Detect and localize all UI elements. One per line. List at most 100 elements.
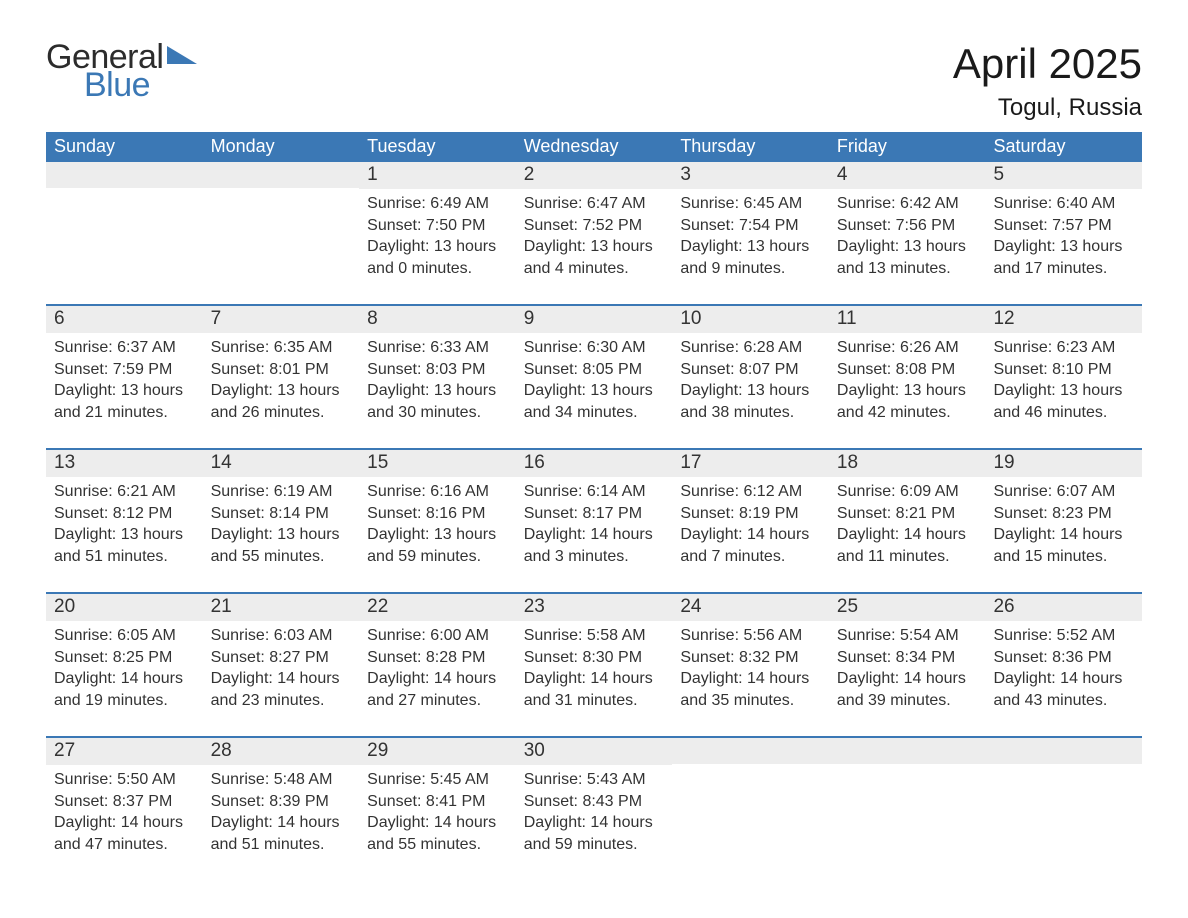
day-body: Sunrise: 6:00 AMSunset: 8:28 PMDaylight:…	[359, 621, 516, 719]
calendar-day: 6Sunrise: 6:37 AMSunset: 7:59 PMDaylight…	[46, 306, 203, 448]
day-body: Sunrise: 6:23 AMSunset: 8:10 PMDaylight:…	[985, 333, 1142, 431]
day-number: 26	[993, 596, 1014, 617]
dow-wednesday: Wednesday	[516, 132, 673, 162]
day-number: 12	[993, 308, 1014, 329]
sunset-text: Sunset: 8:21 PM	[837, 503, 978, 525]
daylight-line2: and 13 minutes.	[837, 258, 978, 280]
day-number: 18	[837, 452, 858, 473]
calendar-day: 7Sunrise: 6:35 AMSunset: 8:01 PMDaylight…	[203, 306, 360, 448]
sunset-text: Sunset: 8:17 PM	[524, 503, 665, 525]
daylight-line2: and 11 minutes.	[837, 546, 978, 568]
day-body: Sunrise: 5:48 AMSunset: 8:39 PMDaylight:…	[203, 765, 360, 863]
calendar-day: 18Sunrise: 6:09 AMSunset: 8:21 PMDayligh…	[829, 450, 986, 592]
day-number: 30	[524, 740, 545, 761]
calendar-day	[46, 162, 203, 304]
daylight-line2: and 59 minutes.	[524, 834, 665, 856]
day-number: 22	[367, 596, 388, 617]
calendar-day: 30Sunrise: 5:43 AMSunset: 8:43 PMDayligh…	[516, 738, 673, 880]
day-number-bar	[985, 738, 1142, 764]
day-number-bar: 12	[985, 306, 1142, 333]
day-number: 24	[680, 596, 701, 617]
sunset-text: Sunset: 7:56 PM	[837, 215, 978, 237]
day-number: 25	[837, 596, 858, 617]
day-number-bar	[46, 162, 203, 188]
day-number-bar: 20	[46, 594, 203, 621]
daylight-line1: Daylight: 14 hours	[993, 524, 1134, 546]
daylight-line2: and 51 minutes.	[54, 546, 195, 568]
day-body: Sunrise: 6:07 AMSunset: 8:23 PMDaylight:…	[985, 477, 1142, 575]
sunset-text: Sunset: 8:32 PM	[680, 647, 821, 669]
sunset-text: Sunset: 8:43 PM	[524, 791, 665, 813]
day-body: Sunrise: 6:28 AMSunset: 8:07 PMDaylight:…	[672, 333, 829, 431]
daylight-line2: and 21 minutes.	[54, 402, 195, 424]
daylight-line2: and 46 minutes.	[993, 402, 1134, 424]
daylight-line1: Daylight: 14 hours	[524, 524, 665, 546]
calendar-day: 24Sunrise: 5:56 AMSunset: 8:32 PMDayligh…	[672, 594, 829, 736]
sunrise-text: Sunrise: 6:40 AM	[993, 193, 1134, 215]
sunrise-text: Sunrise: 6:05 AM	[54, 625, 195, 647]
day-body: Sunrise: 6:40 AMSunset: 7:57 PMDaylight:…	[985, 189, 1142, 287]
calendar-day	[672, 738, 829, 880]
day-body: Sunrise: 6:35 AMSunset: 8:01 PMDaylight:…	[203, 333, 360, 431]
calendar-day: 11Sunrise: 6:26 AMSunset: 8:08 PMDayligh…	[829, 306, 986, 448]
day-number-bar: 29	[359, 738, 516, 765]
day-number-bar: 26	[985, 594, 1142, 621]
day-number-bar	[672, 738, 829, 764]
daylight-line2: and 31 minutes.	[524, 690, 665, 712]
day-number: 20	[54, 596, 75, 617]
daylight-line1: Daylight: 14 hours	[211, 812, 352, 834]
sunset-text: Sunset: 8:12 PM	[54, 503, 195, 525]
daylight-line2: and 34 minutes.	[524, 402, 665, 424]
sunrise-text: Sunrise: 6:28 AM	[680, 337, 821, 359]
daylight-line1: Daylight: 14 hours	[837, 668, 978, 690]
sunset-text: Sunset: 7:50 PM	[367, 215, 508, 237]
day-number-bar: 30	[516, 738, 673, 765]
daylight-line1: Daylight: 14 hours	[54, 668, 195, 690]
day-number-bar: 24	[672, 594, 829, 621]
sunrise-text: Sunrise: 5:45 AM	[367, 769, 508, 791]
daylight-line2: and 47 minutes.	[54, 834, 195, 856]
daylight-line1: Daylight: 14 hours	[54, 812, 195, 834]
dow-monday: Monday	[203, 132, 360, 162]
sunset-text: Sunset: 8:10 PM	[993, 359, 1134, 381]
logo: General Blue	[46, 40, 197, 102]
sunset-text: Sunset: 8:34 PM	[837, 647, 978, 669]
day-of-week-header: Sunday Monday Tuesday Wednesday Thursday…	[46, 132, 1142, 162]
day-body: Sunrise: 6:42 AMSunset: 7:56 PMDaylight:…	[829, 189, 986, 287]
sunset-text: Sunset: 8:08 PM	[837, 359, 978, 381]
day-number: 14	[211, 452, 232, 473]
sunset-text: Sunset: 8:07 PM	[680, 359, 821, 381]
day-number-bar: 4	[829, 162, 986, 189]
calendar-day: 2Sunrise: 6:47 AMSunset: 7:52 PMDaylight…	[516, 162, 673, 304]
sunrise-text: Sunrise: 6:03 AM	[211, 625, 352, 647]
sunset-text: Sunset: 7:59 PM	[54, 359, 195, 381]
logo-triangle-icon	[167, 42, 197, 68]
sunrise-text: Sunrise: 6:12 AM	[680, 481, 821, 503]
daylight-line1: Daylight: 14 hours	[993, 668, 1134, 690]
sunset-text: Sunset: 8:14 PM	[211, 503, 352, 525]
calendar-week: 1Sunrise: 6:49 AMSunset: 7:50 PMDaylight…	[46, 162, 1142, 304]
header: General Blue April 2025 Togul, Russia	[46, 40, 1142, 122]
daylight-line1: Daylight: 13 hours	[367, 380, 508, 402]
daylight-line2: and 4 minutes.	[524, 258, 665, 280]
daylight-line2: and 23 minutes.	[211, 690, 352, 712]
day-body: Sunrise: 6:05 AMSunset: 8:25 PMDaylight:…	[46, 621, 203, 719]
day-number: 8	[367, 308, 378, 329]
title-block: April 2025 Togul, Russia	[953, 40, 1142, 122]
calendar-day: 25Sunrise: 5:54 AMSunset: 8:34 PMDayligh…	[829, 594, 986, 736]
sunrise-text: Sunrise: 6:09 AM	[837, 481, 978, 503]
page-title: April 2025	[953, 40, 1142, 88]
calendar-day: 28Sunrise: 5:48 AMSunset: 8:39 PMDayligh…	[203, 738, 360, 880]
day-body: Sunrise: 6:21 AMSunset: 8:12 PMDaylight:…	[46, 477, 203, 575]
sunset-text: Sunset: 8:30 PM	[524, 647, 665, 669]
sunrise-text: Sunrise: 6:35 AM	[211, 337, 352, 359]
calendar-day: 3Sunrise: 6:45 AMSunset: 7:54 PMDaylight…	[672, 162, 829, 304]
day-body: Sunrise: 6:45 AMSunset: 7:54 PMDaylight:…	[672, 189, 829, 287]
day-body: Sunrise: 5:50 AMSunset: 8:37 PMDaylight:…	[46, 765, 203, 863]
daylight-line2: and 38 minutes.	[680, 402, 821, 424]
daylight-line1: Daylight: 13 hours	[367, 524, 508, 546]
day-number-bar: 8	[359, 306, 516, 333]
calendar-day: 26Sunrise: 5:52 AMSunset: 8:36 PMDayligh…	[985, 594, 1142, 736]
day-number: 6	[54, 308, 65, 329]
daylight-line1: Daylight: 14 hours	[211, 668, 352, 690]
